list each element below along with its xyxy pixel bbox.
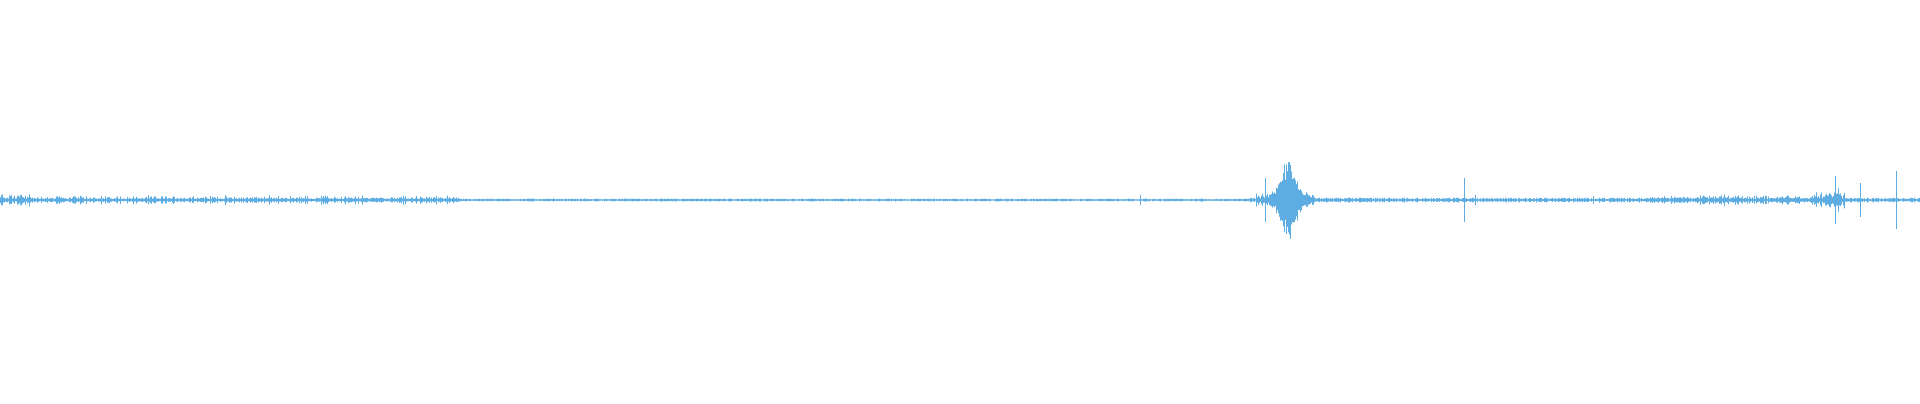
waveform-peaks <box>0 162 1920 239</box>
